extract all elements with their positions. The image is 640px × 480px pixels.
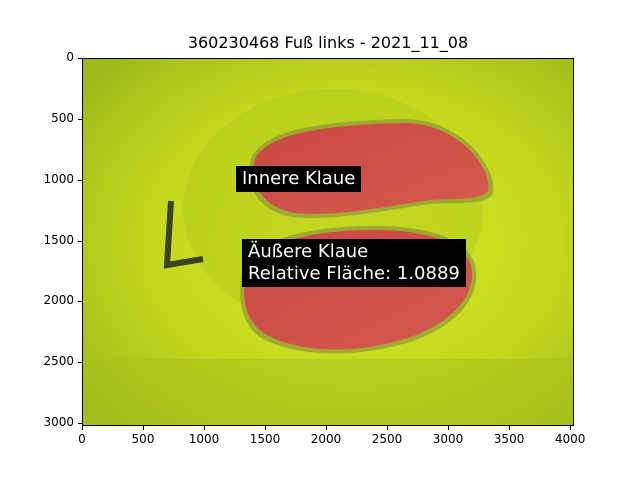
- letter-marker-L: [163, 200, 204, 269]
- x-tick-label: 500: [131, 432, 155, 446]
- inner-claw-label: Innere Klaue: [236, 166, 362, 192]
- y-tick-mark: [78, 301, 82, 303]
- x-tick-mark: [448, 426, 450, 430]
- y-tick-label: 2000: [43, 293, 74, 308]
- y-tick-label: 2500: [43, 354, 74, 369]
- y-tick-label: 500: [51, 110, 74, 125]
- x-tick-mark: [204, 426, 206, 430]
- y-tick-label: 3000: [43, 415, 74, 430]
- y-tick-mark: [78, 240, 82, 242]
- outer-claw-label-text: Äußere Klaue: [248, 241, 369, 262]
- y-tick-label: 1500: [43, 232, 74, 247]
- x-tick-mark: [82, 426, 83, 430]
- x-tick-label: 2500: [371, 432, 403, 446]
- x-tick-mark: [570, 426, 572, 430]
- plot-title: 360230468 Fuß links - 2021_11_08: [187, 33, 469, 52]
- y-tick-mark: [78, 58, 82, 59]
- x-tick-label: 1500: [249, 432, 281, 446]
- x-tick-label: 3500: [493, 432, 525, 446]
- y-tick-mark: [78, 362, 82, 364]
- y-tick-label: 0: [66, 50, 74, 64]
- image-axes: Innere Klaue Äußere Klaue Relative Fläch…: [82, 58, 574, 426]
- y-tick-label: 1000: [43, 171, 74, 186]
- inner-claw-label-text: Innere Klaue: [242, 168, 356, 189]
- outer-claw-label: Äußere Klaue Relative Fläche: 1.0889: [242, 239, 466, 287]
- x-tick-label: 0: [78, 432, 86, 446]
- relative-area-text: Relative Fläche: 1.0889: [248, 263, 460, 284]
- y-tick-mark: [78, 423, 82, 425]
- x-tick-label: 2000: [310, 432, 342, 446]
- x-tick-mark: [265, 426, 267, 430]
- y-tick-mark: [78, 118, 82, 120]
- y-tick-mark: [78, 179, 82, 181]
- x-tick-label: 1000: [188, 432, 220, 446]
- x-tick-mark: [387, 426, 389, 430]
- x-tick-label: 4000: [554, 432, 586, 446]
- x-tick-mark: [509, 426, 511, 430]
- x-tick-mark: [326, 426, 328, 430]
- x-tick-mark: [143, 426, 144, 430]
- x-tick-label: 3000: [432, 432, 464, 446]
